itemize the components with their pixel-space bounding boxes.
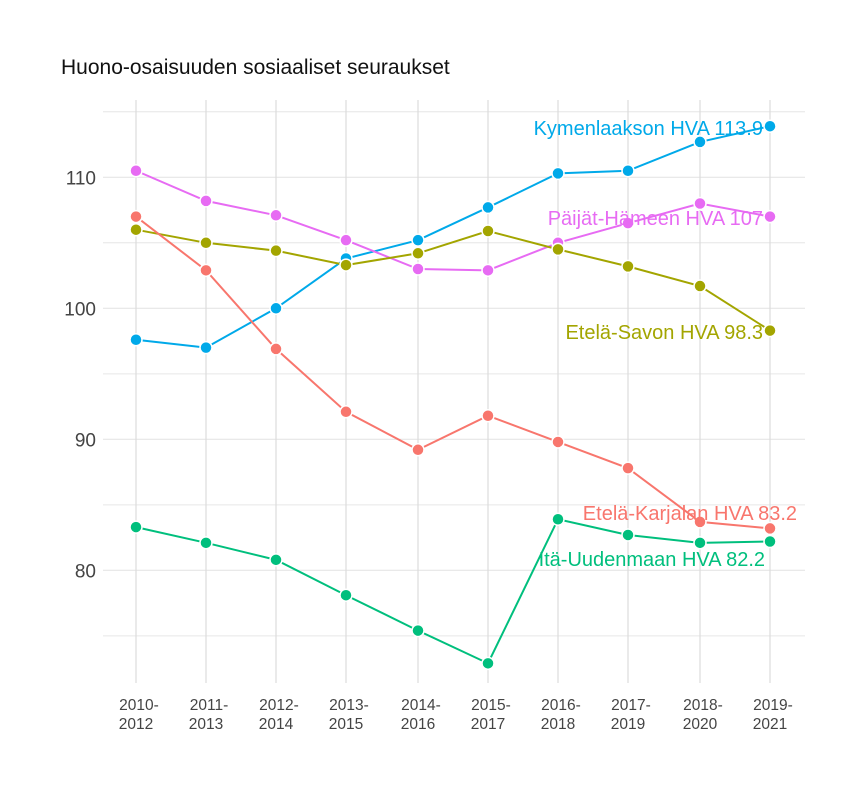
x-tick-label: 2013-2015	[329, 697, 369, 733]
data-point	[621, 259, 635, 274]
data-point	[339, 405, 353, 419]
x-tick-label: 2010-2012	[119, 697, 159, 733]
data-point	[621, 528, 635, 542]
data-point	[551, 435, 565, 449]
data-point	[763, 119, 777, 133]
data-point	[269, 342, 283, 356]
data-point	[693, 536, 707, 550]
data-point	[481, 200, 495, 215]
data-point	[129, 333, 143, 347]
data-point	[763, 534, 777, 549]
chart-title: Huono-osaisuuden sosiaaliset seuraukset	[61, 56, 450, 79]
data-point	[129, 163, 143, 178]
series-line	[135, 228, 771, 332]
x-tick-label: 2018-2020	[683, 697, 723, 733]
x-tick-label: 2015-2017	[471, 697, 511, 733]
x-tick-label: 2016-2018	[541, 697, 581, 733]
series-end-label: Päijät-Hämeen HVA 107	[548, 208, 763, 230]
data-point	[693, 196, 707, 211]
data-point	[481, 656, 495, 671]
series-line	[135, 125, 771, 349]
data-point	[129, 222, 143, 237]
x-tick-label: 2017-2019	[611, 697, 651, 733]
data-point	[199, 236, 213, 250]
data-point	[621, 216, 635, 230]
y-tick-label: 80	[75, 561, 96, 582]
data-point	[129, 209, 143, 224]
data-point	[339, 588, 353, 602]
data-point	[551, 242, 565, 257]
data-point	[763, 323, 777, 338]
y-tick-label: 100	[64, 299, 96, 320]
data-point	[269, 243, 283, 258]
data-point	[199, 263, 213, 278]
data-point	[621, 163, 635, 178]
data-point	[269, 301, 283, 316]
data-point	[693, 135, 707, 149]
data-point	[411, 246, 425, 261]
data-point	[411, 233, 425, 247]
data-point	[269, 553, 283, 567]
y-tick-label: 90	[75, 430, 96, 451]
series-end-label: Itä-Uudenmaan HVA 82.2	[539, 549, 765, 571]
data-point	[621, 461, 635, 475]
x-tick-label: 2012-2014	[259, 697, 299, 733]
data-point	[693, 515, 707, 529]
x-tick-label: 2011-2013	[189, 697, 228, 733]
series-line	[135, 518, 771, 665]
data-point	[269, 208, 283, 223]
series-line	[135, 169, 771, 272]
data-point	[199, 536, 213, 550]
x-tick-label: 2014-2016	[401, 697, 441, 733]
data-point	[199, 194, 213, 208]
data-point	[339, 258, 353, 272]
series-end-label: Etelä-Savon HVA 98.3	[565, 322, 763, 344]
data-point	[693, 279, 707, 293]
data-point	[411, 443, 425, 457]
data-point	[763, 209, 777, 224]
data-point	[481, 263, 495, 278]
data-point	[481, 408, 495, 423]
data-point	[411, 623, 425, 638]
series-line	[135, 215, 771, 530]
data-point	[411, 262, 425, 276]
series-end-label: Kymenlaakson HVA 113.9	[534, 118, 763, 140]
data-point	[763, 521, 777, 536]
data-point	[199, 340, 213, 355]
data-point	[551, 512, 565, 526]
series-end-label: Etelä-Karjalan HVA 83.2	[583, 503, 797, 525]
data-point	[481, 224, 495, 238]
y-tick-label: 110	[66, 168, 96, 189]
data-point	[339, 233, 353, 247]
data-point	[551, 166, 565, 181]
data-point	[129, 520, 143, 534]
x-tick-label: 2019-2021	[753, 697, 793, 733]
